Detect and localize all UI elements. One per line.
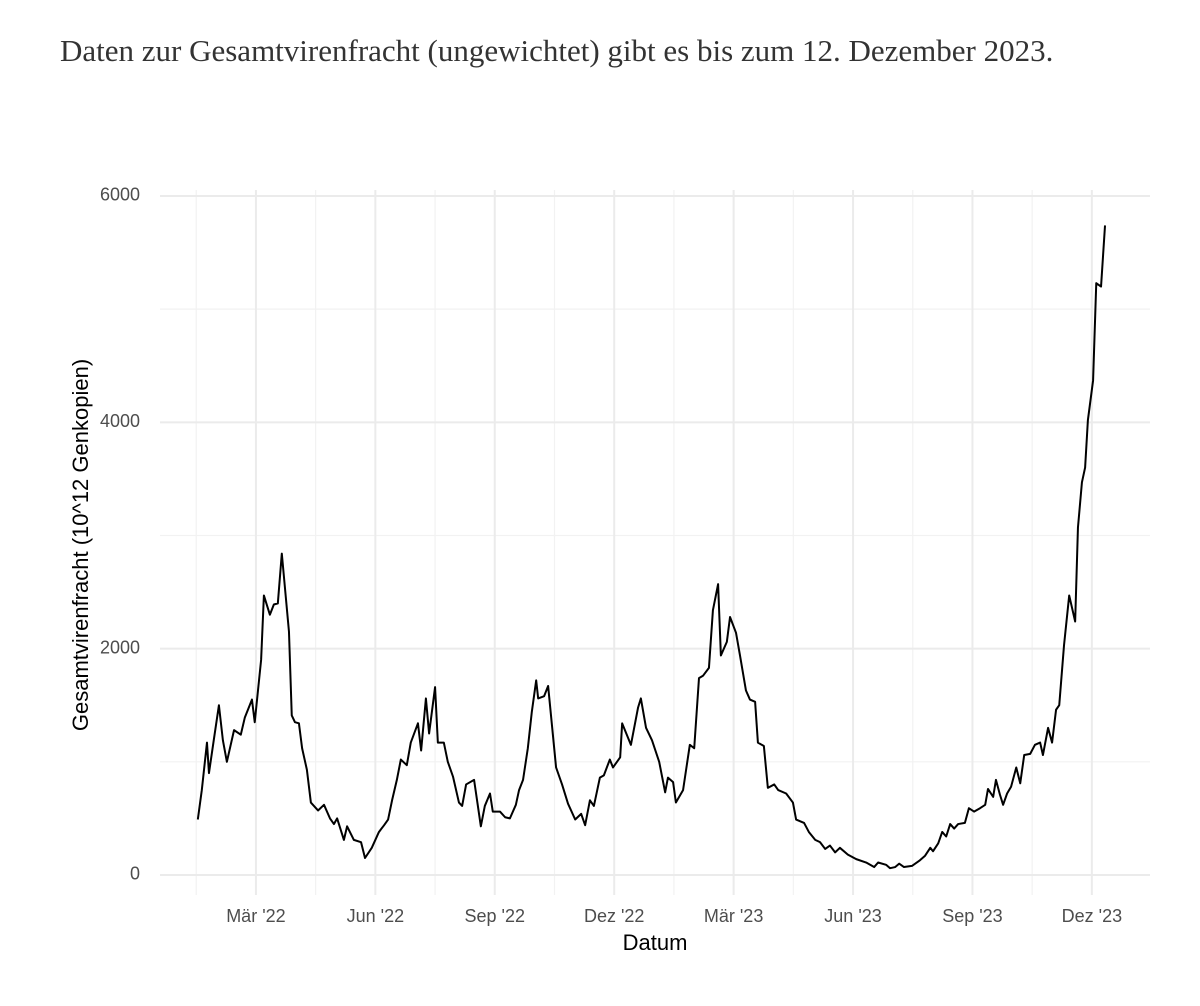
y-tick-label: 2000	[100, 637, 140, 657]
x-tick-label: Sep '22	[465, 906, 526, 926]
x-tick-label: Dez '22	[584, 906, 644, 926]
x-tick-label: Dez '23	[1062, 906, 1122, 926]
x-tick-label: Mär '22	[226, 906, 285, 926]
paragraph: Daten zur Gesamtvirenfracht (ungewichtet…	[60, 33, 1054, 68]
x-tick-label: Mär '23	[704, 906, 763, 926]
data-line	[196, 225, 1107, 870]
x-tick-label: Sep '23	[942, 906, 1003, 926]
x-tick-label: Jun '23	[824, 906, 881, 926]
x-axis-title: Datum	[623, 930, 688, 955]
y-tick-label: 6000	[100, 185, 140, 205]
y-tick-label: 4000	[100, 411, 140, 431]
y-axis-title: Gesamtvirenfracht (10^12 Genkopien)	[68, 359, 93, 731]
y-tick-label: 0	[130, 864, 140, 884]
x-tick-label: Jun '22	[347, 906, 404, 926]
